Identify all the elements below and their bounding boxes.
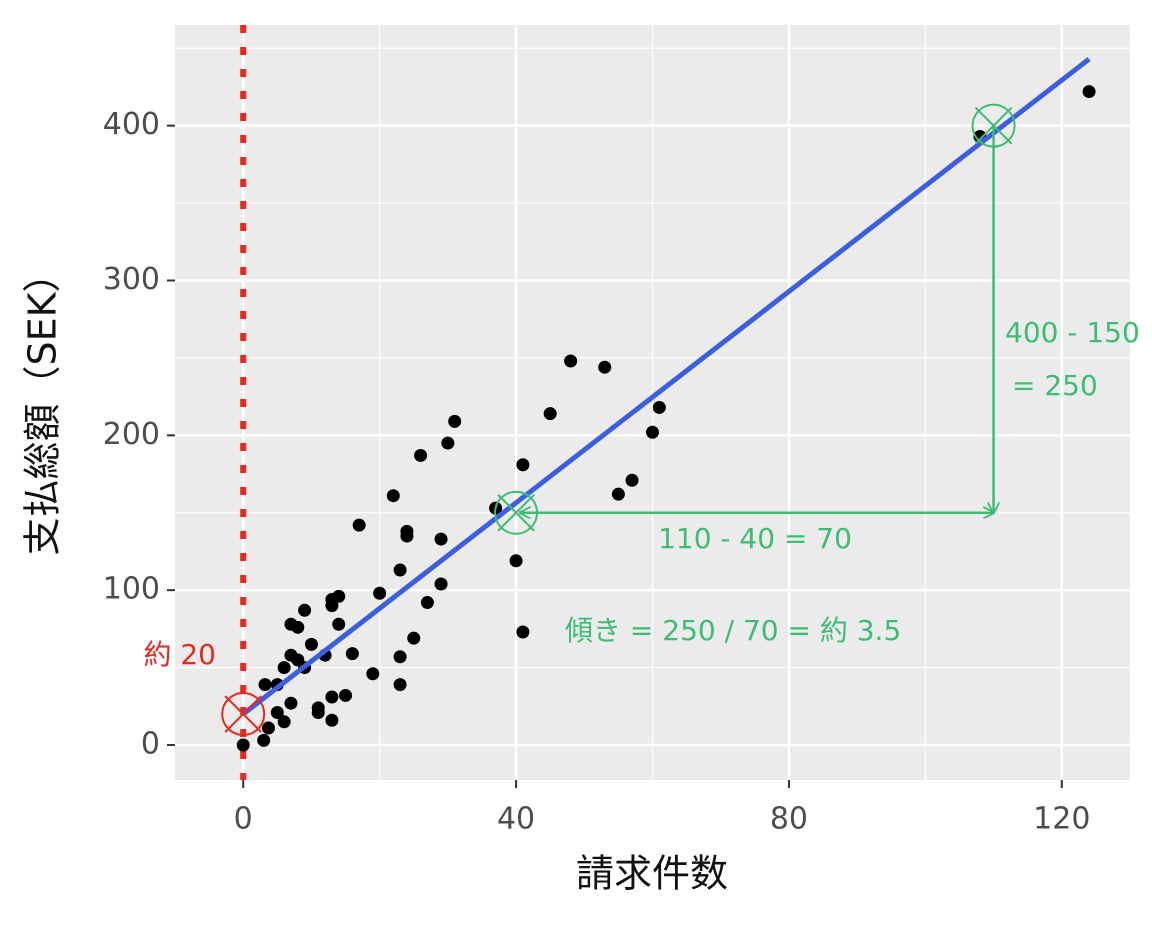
point bbox=[332, 617, 346, 631]
point bbox=[277, 715, 291, 729]
point bbox=[393, 678, 407, 692]
point bbox=[448, 414, 462, 428]
slope-label: 傾き = 250 / 70 = 約 3.5 bbox=[565, 614, 901, 647]
x-tick-label: 80 bbox=[770, 802, 808, 837]
y-tick-label: 400 bbox=[103, 107, 160, 142]
point bbox=[284, 696, 298, 710]
point bbox=[646, 425, 659, 439]
point bbox=[345, 647, 359, 661]
fit-line bbox=[241, 57, 1091, 717]
point bbox=[625, 473, 639, 487]
point bbox=[414, 448, 428, 462]
point bbox=[400, 529, 414, 543]
point bbox=[516, 625, 530, 639]
point bbox=[284, 617, 298, 631]
point bbox=[332, 589, 346, 603]
point bbox=[564, 354, 578, 368]
point bbox=[270, 705, 284, 719]
point bbox=[325, 690, 339, 704]
marker-cross bbox=[974, 106, 1013, 145]
point bbox=[339, 688, 353, 702]
point bbox=[257, 733, 271, 747]
x-tick-label: 40 bbox=[497, 802, 535, 837]
rise-label: 400 - 150 bbox=[1005, 316, 1140, 349]
point bbox=[420, 596, 434, 610]
point bbox=[373, 586, 387, 600]
point bbox=[393, 650, 407, 664]
y-tick-label: 0 bbox=[141, 727, 160, 762]
point bbox=[325, 713, 339, 727]
y-tick-label: 100 bbox=[103, 572, 160, 607]
marker-circle bbox=[221, 692, 266, 737]
point bbox=[366, 667, 380, 681]
y-axis-title: 支払総額（SEK） bbox=[21, 254, 65, 555]
point bbox=[393, 563, 407, 577]
point bbox=[386, 489, 400, 503]
point bbox=[1082, 85, 1096, 99]
point bbox=[352, 518, 366, 532]
y-tick-label: 200 bbox=[103, 417, 160, 452]
point bbox=[298, 603, 312, 617]
run-label: 110 - 40 = 70 bbox=[658, 522, 852, 555]
point bbox=[441, 436, 455, 450]
point bbox=[261, 721, 275, 735]
point bbox=[598, 360, 612, 374]
point bbox=[277, 661, 291, 675]
point bbox=[311, 701, 325, 715]
point bbox=[258, 678, 272, 692]
marker-cross bbox=[224, 695, 262, 733]
point bbox=[543, 407, 557, 421]
intercept-label: 約 20 bbox=[143, 638, 216, 671]
x-tick-label: 0 bbox=[234, 802, 253, 837]
point bbox=[304, 637, 318, 651]
point bbox=[611, 487, 625, 501]
marker-cross bbox=[497, 494, 535, 532]
x-axis-title: 請求件数 bbox=[576, 852, 728, 896]
rise-label: = 250 bbox=[1012, 369, 1098, 402]
point bbox=[236, 738, 250, 752]
point bbox=[516, 458, 530, 472]
point bbox=[434, 532, 448, 546]
point bbox=[407, 631, 421, 645]
point bbox=[434, 577, 448, 591]
x-tick-label: 120 bbox=[1033, 802, 1090, 837]
y-tick-label: 300 bbox=[103, 262, 160, 297]
point bbox=[509, 554, 523, 568]
point bbox=[652, 400, 666, 414]
